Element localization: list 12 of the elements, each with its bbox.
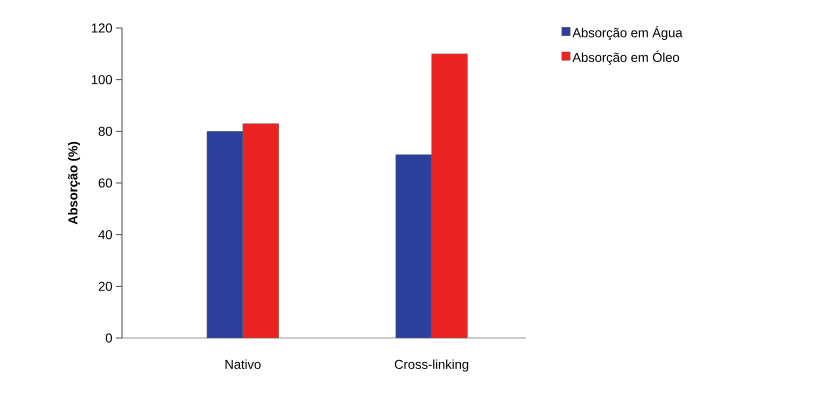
y-tick-label: 20 — [98, 282, 112, 291]
y-tick-label: 100 — [92, 75, 112, 84]
y-tick-label: 120 — [92, 23, 112, 33]
y-tick-label: 0 — [106, 333, 112, 343]
x-tick-label: Nativo — [226, 359, 261, 369]
legend-label: Absorção em Óleo — [572, 50, 680, 65]
x-tick-label: Cross-linking — [394, 359, 468, 372]
y-axis-title: Absorção (%) — [68, 142, 80, 224]
y-tick-label: 80 — [98, 126, 112, 136]
y-tick-label: 60 — [98, 178, 112, 188]
y-tick-label: 40 — [98, 230, 112, 240]
legend-label: Absorção em Água — [572, 26, 683, 40]
